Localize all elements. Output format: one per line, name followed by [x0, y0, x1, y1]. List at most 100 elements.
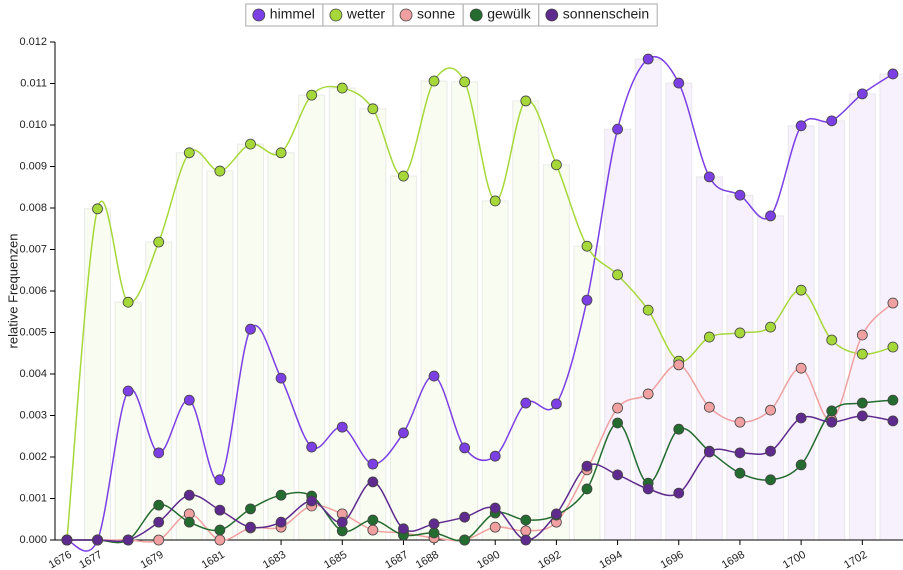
legend-label: sonne	[417, 6, 455, 22]
data-point	[520, 514, 532, 526]
data-point	[183, 394, 195, 406]
data-point	[183, 516, 195, 528]
data-point	[153, 236, 165, 248]
data-point	[673, 359, 685, 371]
data-point	[214, 534, 226, 546]
background-bar	[389, 175, 417, 541]
data-point	[367, 514, 379, 526]
data-point	[489, 450, 501, 462]
series-line	[66, 399, 893, 544]
data-point	[550, 398, 562, 410]
data-point	[275, 516, 287, 528]
data-point	[459, 76, 471, 88]
data-point	[612, 269, 623, 281]
legend-swatch	[545, 8, 559, 22]
data-point	[826, 115, 838, 127]
data-point	[428, 75, 440, 87]
data-point	[306, 441, 318, 453]
background-bar	[695, 176, 723, 541]
background-bar	[542, 164, 570, 541]
legend-label: sonnenschein	[563, 6, 649, 22]
data-point	[275, 489, 287, 501]
data-point	[703, 171, 715, 183]
data-point	[795, 120, 807, 132]
data-point	[336, 421, 348, 433]
data-point	[459, 534, 471, 546]
y-tick-label: 0.010	[19, 119, 47, 131]
data-point	[245, 323, 256, 335]
x-tick-label: 1683	[261, 549, 288, 570]
data-point	[703, 446, 715, 458]
data-point	[245, 138, 256, 150]
data-point	[581, 294, 593, 306]
data-point	[428, 527, 440, 539]
x-tick-label: 1694	[597, 549, 624, 570]
data-point	[122, 385, 134, 397]
data-point	[887, 297, 899, 309]
data-point	[856, 348, 868, 360]
legend-item	[538, 3, 658, 27]
data-point	[581, 460, 593, 472]
data-point	[856, 329, 868, 341]
data-point	[489, 195, 501, 207]
y-tick-label: 0.008	[19, 202, 47, 214]
background-bar	[267, 152, 295, 541]
background-bar	[328, 87, 356, 541]
y-tick-label: 0.005	[19, 326, 47, 338]
x-tick-label: 1677	[77, 549, 104, 570]
y-tick-label: 0.012	[19, 36, 47, 48]
data-point	[612, 469, 623, 481]
background-bar	[757, 215, 785, 541]
data-point	[459, 442, 471, 454]
data-point	[214, 524, 226, 536]
data-point	[887, 341, 899, 353]
data-point	[92, 534, 103, 546]
data-point	[795, 412, 807, 424]
data-point	[520, 95, 532, 107]
data-point	[612, 123, 623, 135]
data-point	[428, 370, 440, 382]
data-point	[826, 334, 838, 346]
data-point	[122, 296, 134, 308]
legend-swatch	[469, 8, 483, 22]
data-point	[642, 483, 654, 495]
data-point	[673, 423, 685, 435]
x-tick-label: 1692	[536, 549, 563, 570]
y-axis-title: relative Frequenzen	[5, 234, 20, 349]
data-point	[795, 362, 807, 374]
data-point	[153, 516, 165, 528]
data-point	[673, 487, 685, 499]
y-tick-label: 0.000	[19, 534, 47, 546]
background-bar	[84, 208, 112, 541]
y-tick-label: 0.003	[19, 409, 47, 421]
legend: himmel wetter sonne gewülk sonnenschein	[245, 3, 658, 27]
data-point	[214, 504, 226, 516]
data-point	[214, 474, 226, 486]
data-point	[153, 534, 165, 546]
data-point	[92, 203, 103, 215]
background-bar	[420, 80, 448, 541]
data-point	[703, 331, 715, 343]
legend-swatch	[399, 8, 413, 22]
data-point	[856, 410, 868, 422]
data-point	[183, 489, 195, 501]
y-tick-label: 0.007	[19, 243, 47, 255]
background-bar	[665, 82, 693, 541]
data-point	[336, 82, 348, 94]
data-point	[550, 508, 562, 520]
data-point	[398, 170, 409, 182]
background-bar	[298, 94, 326, 541]
x-tick-label: 1685	[322, 549, 349, 570]
x-tick-label: 1700	[781, 549, 808, 570]
data-point	[642, 53, 654, 65]
data-point	[795, 459, 807, 471]
data-point	[489, 502, 501, 514]
data-point	[734, 467, 746, 479]
data-point	[703, 401, 715, 413]
data-point	[550, 159, 562, 171]
background-bar	[481, 200, 509, 541]
data-point	[765, 210, 776, 222]
data-point	[642, 388, 654, 400]
y-tick-label: 0.009	[19, 160, 47, 172]
